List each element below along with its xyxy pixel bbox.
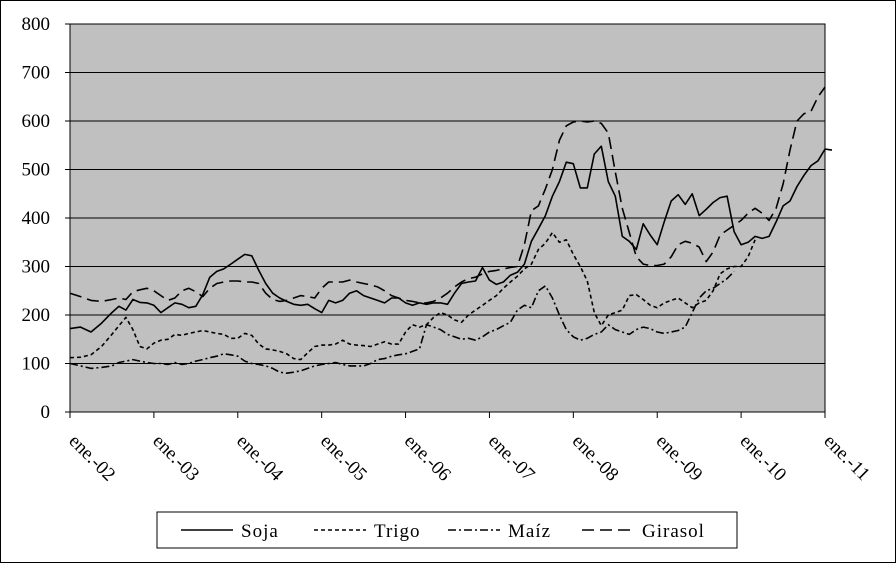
legend-label: Trigo <box>374 521 421 542</box>
y-tick-label: 700 <box>22 63 51 84</box>
series-line-girasol <box>69 86 826 304</box>
legend-label: Maíz <box>508 521 551 542</box>
y-tick-label: 500 <box>22 160 51 181</box>
legend-label: Soja <box>241 521 279 542</box>
y-tick-label: 200 <box>22 305 51 326</box>
series-line-soja <box>69 145 833 333</box>
legend-label: Girasol <box>642 521 705 542</box>
y-tick-label: 800 <box>22 14 51 35</box>
series-line-trigo <box>69 231 756 361</box>
y-tick-label: 400 <box>22 208 51 229</box>
y-tick-label: 300 <box>22 257 51 278</box>
y-tick-label: 100 <box>22 354 51 375</box>
legend-box <box>156 511 738 549</box>
y-tick-label: 600 <box>22 111 51 132</box>
y-tick-label: 0 <box>41 402 51 423</box>
